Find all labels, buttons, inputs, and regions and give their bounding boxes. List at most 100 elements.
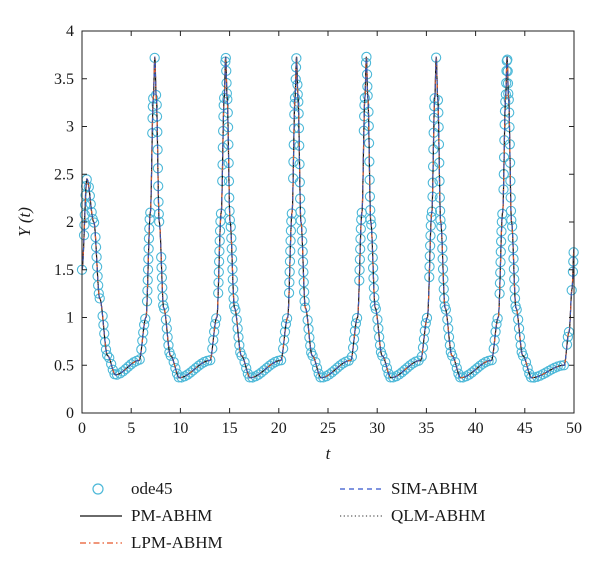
data-point-ode45 bbox=[543, 365, 555, 377]
data-point-ode45 bbox=[486, 355, 497, 366]
data-point-ode45 bbox=[522, 363, 533, 374]
data-point-ode45 bbox=[179, 371, 190, 382]
y-tick-label: 3 bbox=[66, 119, 74, 136]
data-point-ode45 bbox=[134, 354, 145, 365]
legend-entry-sim-abhm: SIM-ABHM bbox=[340, 479, 478, 498]
data-point-ode45 bbox=[461, 371, 472, 382]
data-point-ode45 bbox=[451, 363, 462, 374]
data-point-ode45 bbox=[104, 352, 115, 363]
data-point-ode45 bbox=[370, 303, 381, 314]
data-point-ode45 bbox=[311, 362, 323, 374]
data-point-ode45 bbox=[241, 362, 252, 374]
tick-labels: 0 5 10 15 20 25 30 35 40 45 50 0 0.5 1 1.5 2 2.5 3 3.5 4 bbox=[54, 23, 582, 437]
data-point-ode45 bbox=[511, 304, 522, 315]
data-point-ode45 bbox=[88, 217, 100, 228]
data-point-ode45 bbox=[420, 318, 431, 329]
data-point-ode45 bbox=[321, 371, 332, 382]
data-point-ode45 bbox=[106, 358, 117, 370]
x-tick-label: 20 bbox=[271, 420, 287, 437]
data-point-ode45 bbox=[477, 358, 488, 369]
data-point-ode45 bbox=[381, 363, 393, 374]
data-point-ode45 bbox=[275, 355, 287, 366]
legend-label: QLM-ABHM bbox=[391, 506, 485, 525]
x-tick-label: 25 bbox=[320, 420, 336, 437]
legend-label: SIM-ABHM bbox=[391, 479, 478, 498]
data-point-ode45 bbox=[239, 356, 250, 368]
x-tick-label: 40 bbox=[468, 420, 484, 437]
x-tick-label: 10 bbox=[172, 420, 188, 437]
data-point-ode45 bbox=[264, 360, 275, 371]
data-point-ode45 bbox=[421, 312, 433, 324]
y-tick-label: 0.5 bbox=[54, 357, 74, 374]
data-point-ode45 bbox=[474, 360, 486, 371]
data-point-ode45 bbox=[447, 350, 458, 361]
data-point-ode45 bbox=[440, 304, 452, 315]
data-point-ode45 bbox=[140, 313, 151, 324]
data-point-ode45 bbox=[555, 360, 566, 371]
data-point-ode45 bbox=[205, 355, 216, 366]
data-point-ode45 bbox=[94, 293, 105, 304]
legend-label: PM-ABHM bbox=[131, 506, 212, 525]
y-tick-label: 2 bbox=[66, 214, 74, 231]
y-tick-label: 1.5 bbox=[54, 262, 74, 279]
data-point-ode45 bbox=[546, 364, 557, 375]
data-point-ode45 bbox=[377, 350, 388, 361]
data-point-ode45 bbox=[350, 318, 362, 329]
data-point-ode45 bbox=[407, 358, 418, 369]
data-point-ode45 bbox=[449, 356, 461, 368]
y-axis-label: Y (t) bbox=[15, 207, 34, 237]
data-point-ode45 bbox=[125, 359, 137, 370]
x-tick-label: 15 bbox=[222, 420, 238, 437]
x-tick-label: 5 bbox=[127, 420, 135, 437]
legend: ode45 PM-ABHM LPM-ABHM SIM-ABHM QLM-ABHM bbox=[80, 479, 485, 552]
y-tick-label: 4 bbox=[66, 23, 74, 40]
data-point-ode45 bbox=[281, 313, 293, 324]
series-line-lpm-abhm bbox=[81, 56, 575, 379]
data-point-ode45 bbox=[250, 371, 261, 382]
x-tick-label: 45 bbox=[517, 420, 533, 437]
data-point-ode45 bbox=[540, 367, 552, 378]
x-tick-label: 35 bbox=[418, 420, 434, 437]
data-point-ode45 bbox=[537, 368, 549, 380]
y-tick-label: 2.5 bbox=[54, 166, 74, 183]
x-tick-label: 50 bbox=[566, 420, 582, 437]
data-point-ode45 bbox=[267, 358, 278, 369]
data-point-ode45 bbox=[196, 358, 207, 369]
data-point-ode45 bbox=[307, 350, 318, 361]
data-point-ode45 bbox=[391, 371, 402, 382]
data-point-ode45 bbox=[211, 313, 222, 324]
data-point-ode45 bbox=[337, 358, 349, 369]
data-point-ode45 bbox=[492, 313, 503, 324]
data-point-ode45 bbox=[158, 303, 170, 314]
legend-entry-lpm-abhm: LPM-ABHM bbox=[80, 533, 223, 552]
y-tick-label: 0 bbox=[66, 405, 74, 422]
y-tick-label: 1 bbox=[66, 310, 74, 327]
data-point-ode45 bbox=[193, 360, 204, 371]
data-point-ode45 bbox=[404, 360, 416, 371]
data-point-ode45 bbox=[351, 312, 363, 324]
data-point-ode45 bbox=[558, 360, 570, 371]
legend-swatch bbox=[92, 483, 104, 495]
data-point-ode45 bbox=[101, 349, 113, 361]
data-point-ode45 bbox=[335, 360, 346, 371]
data-point-ode45 bbox=[230, 304, 241, 316]
data-point-ode45 bbox=[168, 356, 179, 368]
legend-label: LPM-ABHM bbox=[131, 533, 223, 552]
data-point-ode45 bbox=[128, 357, 139, 368]
x-tick-label: 30 bbox=[369, 420, 385, 437]
data-point-ode45 bbox=[520, 356, 532, 368]
x-axis-label: t bbox=[326, 444, 332, 463]
legend-label: ode45 bbox=[131, 479, 173, 498]
legend-entry-qlm-abhm: QLM-ABHM bbox=[340, 506, 485, 525]
legend-entry-ode45: ode45 bbox=[92, 479, 173, 498]
y-tick-label: 3.5 bbox=[54, 71, 74, 88]
plot-area bbox=[76, 51, 579, 383]
data-point-ode45 bbox=[165, 350, 176, 361]
legend-entry-pm-abhm: PM-ABHM bbox=[80, 506, 212, 525]
data-point-ode45 bbox=[170, 362, 181, 374]
data-point-ode45 bbox=[310, 356, 321, 368]
x-tick-label: 0 bbox=[78, 420, 86, 437]
data-point-ode45 bbox=[380, 356, 391, 368]
data-point-ode45 bbox=[517, 350, 529, 361]
